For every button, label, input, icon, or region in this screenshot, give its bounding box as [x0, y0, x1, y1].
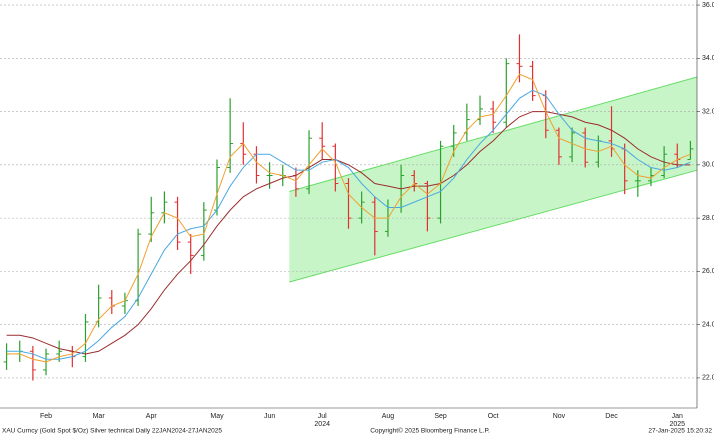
- x-tick-label: Apr: [146, 413, 158, 420]
- moving-average: [6, 89, 691, 360]
- x-tick-label: Dec: [605, 413, 618, 420]
- x-year-label: 2025: [669, 421, 685, 428]
- x-tick-label: Nov: [553, 413, 566, 420]
- x-tick-label: Oct: [488, 413, 499, 420]
- timestamp: 27-Jan-2025 15:20:32: [648, 428, 712, 435]
- x-tick-label: Aug: [382, 413, 395, 420]
- x-tick-label: Sep: [434, 413, 447, 420]
- x-tick-label: Jan: [672, 413, 683, 420]
- y-tick-label: 36.0: [702, 2, 714, 9]
- x-tick-label: Mar: [93, 413, 106, 420]
- moving-average: [6, 73, 691, 363]
- copyright: Copyright© 2025 Bloomberg Finance L.P.: [370, 427, 490, 435]
- channel-line: [289, 169, 698, 283]
- y-tick-label: 28.0: [702, 215, 714, 222]
- channel-line: [289, 76, 698, 192]
- y-tick-label: 26.0: [702, 268, 714, 275]
- y-tick-label: 22.0: [702, 375, 714, 382]
- x-year-label: 2024: [314, 421, 330, 428]
- y-tick-label: 34.0: [702, 55, 714, 62]
- y-tick-label: 30.0: [702, 162, 714, 169]
- x-tick-label: Jun: [264, 413, 275, 420]
- y-tick-label: 24.0: [702, 321, 714, 328]
- trend-channel: [289, 76, 697, 283]
- x-tick-label: Feb: [40, 413, 52, 420]
- x-tick-label: Jul: [318, 413, 327, 420]
- y-tick-label: 32.0: [702, 108, 714, 115]
- moving-average: [6, 111, 691, 355]
- x-tick-label: May: [210, 413, 224, 420]
- chart-title: XAU Curncy (Gold Spot $/Oz) Silver techn…: [2, 428, 222, 435]
